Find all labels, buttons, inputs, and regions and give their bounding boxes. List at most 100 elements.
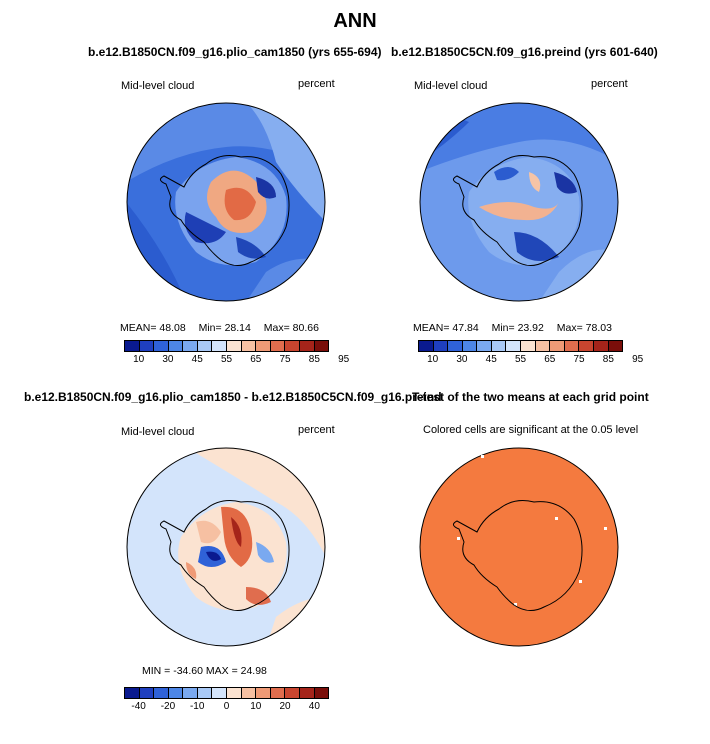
panel3-title: b.e12.B1850CN.f09_g16.plio_cam1850 - b.e… [24, 390, 442, 404]
panel2-colorbar-swatches [418, 340, 623, 352]
panel2-colorbar-labels: 10 30 45 55 65 75 85 95 [418, 354, 643, 368]
colorbar-tick-label: 30 [162, 354, 174, 365]
panel2-colorbar: 10 30 45 55 65 75 85 95 [418, 340, 643, 368]
colorbar-swatch [285, 688, 300, 698]
colorbar-tick-label: 10 [250, 701, 262, 712]
colorbar-swatch [125, 341, 140, 351]
colorbar-swatch [550, 341, 565, 351]
colorbar-swatch [212, 341, 228, 351]
colorbar-swatch [521, 341, 536, 351]
panel2-mean-value: 47.84 [452, 322, 479, 334]
panel1-mean-value: 48.08 [159, 322, 186, 334]
panel2-variable-label: Mid-level cloud [414, 80, 488, 92]
colorbar-swatch [593, 341, 609, 351]
colorbar-swatch [183, 688, 198, 698]
colorbar-tick-label: 55 [220, 354, 233, 365]
colorbar-swatch [270, 688, 286, 698]
colorbar-tick-label: 30 [456, 354, 468, 365]
panel2-min-label: Min= [491, 322, 515, 334]
colorbar-tick-label: 75 [279, 354, 291, 365]
colorbar-swatch [241, 341, 257, 351]
panel2-max-value: 78.03 [585, 322, 612, 334]
colorbar-swatch [299, 341, 315, 351]
colorbar-tick-label: 65 [250, 354, 262, 365]
colorbar-swatch [125, 688, 140, 698]
panel1-max-value: 80.66 [292, 322, 319, 334]
panel1-variable-label: Mid-level cloud [121, 80, 195, 92]
panel2-title: b.e12.B1850C5CN.f09_g16.preind (yrs 601-… [391, 45, 658, 59]
colorbar-tick-label: -40 [131, 701, 146, 712]
panel3-minmax: MIN = -34.60 MAX = 24.98 [142, 665, 267, 677]
panel4-note: Colored cells are significant at the 0.0… [423, 424, 639, 436]
panel3-colorbar-swatches [124, 687, 329, 699]
colorbar-swatch [197, 688, 213, 698]
panel3-variable-label: Mid-level cloud [121, 426, 195, 438]
colorbar-swatch [154, 688, 169, 698]
colorbar-swatch [491, 341, 507, 351]
colorbar-tick-label: 20 [279, 701, 291, 712]
colorbar-swatch [168, 688, 184, 698]
panel3-colorbar: -40 -20 -10 0 10 20 40 [124, 687, 329, 715]
colorbar-swatch [270, 341, 286, 351]
colorbar-swatch [154, 341, 169, 351]
colorbar-swatch [241, 688, 257, 698]
colorbar-swatch [227, 688, 242, 698]
panel1-colorbar-swatches [124, 340, 329, 352]
panel2-units-label: percent [591, 78, 628, 90]
colorbar-swatch [564, 341, 580, 351]
colorbar-tick-label: 10 [427, 354, 439, 365]
panel2-mean-label: MEAN= [413, 322, 450, 334]
colorbar-swatch [433, 341, 449, 351]
panel1-colorbar-labels: 10 30 45 55 65 75 85 95 [124, 354, 349, 368]
colorbar-swatch [212, 688, 228, 698]
colorbar-tick-label: -10 [189, 701, 205, 712]
colorbar-tick-label: 0 [223, 701, 230, 712]
colorbar-swatch [299, 688, 315, 698]
panel1-max-label: Max= [263, 322, 290, 334]
panel1-title: b.e12.B1850CN.f09_g16.plio_cam1850 (yrs … [88, 45, 382, 59]
colorbar-swatch [168, 341, 184, 351]
colorbar-swatch [314, 341, 329, 351]
figure-title: ANN [333, 10, 377, 32]
panel4-map [419, 447, 619, 647]
colorbar-swatch [256, 341, 271, 351]
panel3-map [126, 447, 326, 647]
colorbar-swatch [139, 341, 155, 351]
colorbar-tick-label: 75 [573, 354, 585, 365]
colorbar-swatch [256, 688, 271, 698]
colorbar-tick-label: 45 [485, 354, 497, 365]
panel1-mean-label: MEAN= [120, 322, 157, 334]
colorbar-tick-label: 65 [544, 354, 556, 365]
colorbar-swatch [197, 341, 213, 351]
panel2-min-value: 23.92 [517, 322, 544, 334]
colorbar-tick-label: 45 [191, 354, 203, 365]
panel1-map [126, 102, 326, 302]
panel1-stats: MEAN= 48.08 Min= 28.14 Max= 80.66 [120, 322, 319, 334]
panel1-min-label: Min= [198, 322, 222, 334]
colorbar-tick-label: -20 [160, 701, 176, 712]
panel4-title: T-test of the two means at each grid poi… [412, 390, 649, 404]
colorbar-swatch [462, 341, 478, 351]
colorbar-swatch [477, 341, 492, 351]
colorbar-swatch [314, 688, 329, 698]
panel1-units-label: percent [298, 78, 335, 90]
colorbar-swatch [448, 341, 463, 351]
colorbar-tick-label: 40 [308, 701, 320, 712]
panel2-stats: MEAN= 47.84 Min= 23.92 Max= 78.03 [413, 322, 612, 334]
colorbar-swatch [506, 341, 522, 351]
colorbar-swatch [183, 341, 198, 351]
colorbar-swatch [535, 341, 551, 351]
colorbar-tick-label: 85 [308, 354, 320, 365]
panel3-units-label: percent [298, 424, 335, 436]
colorbar-tick-label: 55 [514, 354, 527, 365]
panel2-map [419, 102, 619, 302]
colorbar-swatch [227, 341, 242, 351]
panel3-colorbar-labels: -40 -20 -10 0 10 20 40 [124, 701, 329, 715]
colorbar-swatch [608, 341, 623, 351]
colorbar-swatch [139, 688, 155, 698]
colorbar-tick-label: 10 [133, 354, 145, 365]
panel1-colorbar: 10 30 45 55 65 75 85 95 [124, 340, 349, 368]
colorbar-tick-label: 95 [338, 354, 350, 365]
colorbar-tick-label: 95 [632, 354, 644, 365]
colorbar-tick-label: 85 [602, 354, 614, 365]
